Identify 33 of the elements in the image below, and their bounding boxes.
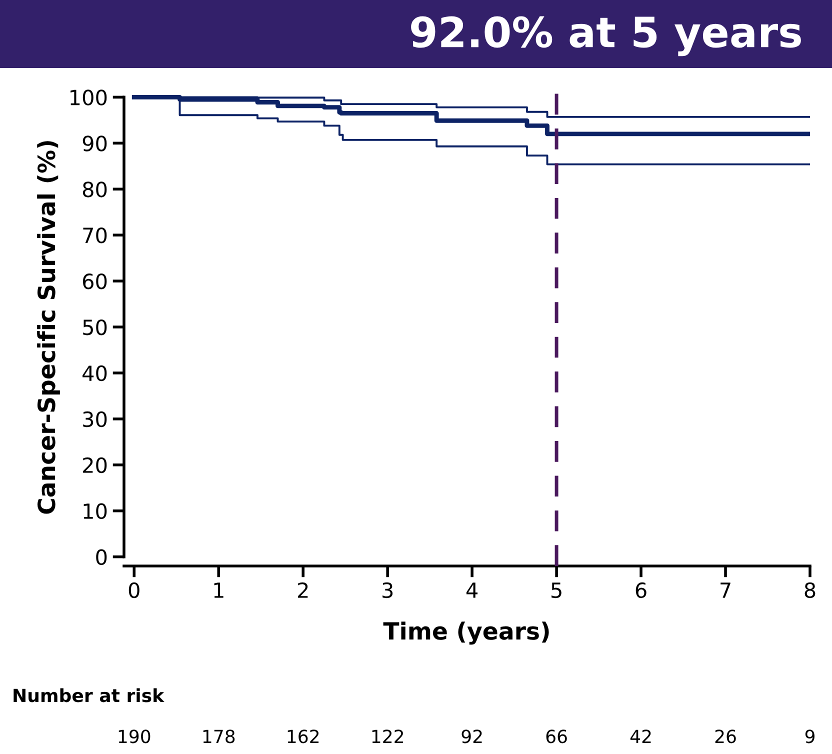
text: 178 (203, 730, 235, 744)
text: 122 (372, 730, 404, 743)
y-tick-label: 0 (96, 549, 107, 566)
text: 42 (630, 730, 651, 743)
x-tick-label: 6 (636, 582, 646, 598)
x-tick-label: 0 (128, 582, 140, 598)
y-tick-label: 80 (82, 182, 107, 198)
x-tick-label: 7 (720, 582, 730, 598)
text: 26 (715, 730, 736, 744)
y-tick-label: 70 (83, 228, 107, 244)
y-tick-label: 90 (82, 136, 107, 152)
y-tick-label: 50 (83, 319, 107, 336)
x-tick-label: 3 (382, 582, 393, 598)
chart-title: 92.0% at 5 years (411, 16, 801, 56)
text: 162 (288, 730, 319, 744)
y-tick-label: 60 (82, 273, 107, 290)
y-tick-label: 100 (70, 90, 107, 106)
text: 66 (546, 730, 567, 744)
x-tick-label: 4 (466, 582, 478, 598)
x-tick-label: 2 (298, 582, 308, 598)
y-tick-label: 30 (83, 411, 107, 428)
x-tick-label: 8 (804, 582, 816, 598)
text: 9 (805, 730, 814, 744)
text: Number at risk (14, 688, 164, 702)
x-tick-label: 5 (552, 582, 562, 598)
y-tick-label: 20 (83, 457, 107, 474)
x-axis-title: Time (years) (383, 622, 549, 645)
y-tick-label: 40 (82, 365, 107, 382)
y-tick-label: 10 (84, 503, 107, 520)
x-tick-label: 1 (214, 582, 224, 598)
text: 190 (118, 730, 150, 744)
y-axis-title: Cancer-Specific Survival (%) (37, 141, 60, 514)
text: 92 (462, 730, 482, 744)
